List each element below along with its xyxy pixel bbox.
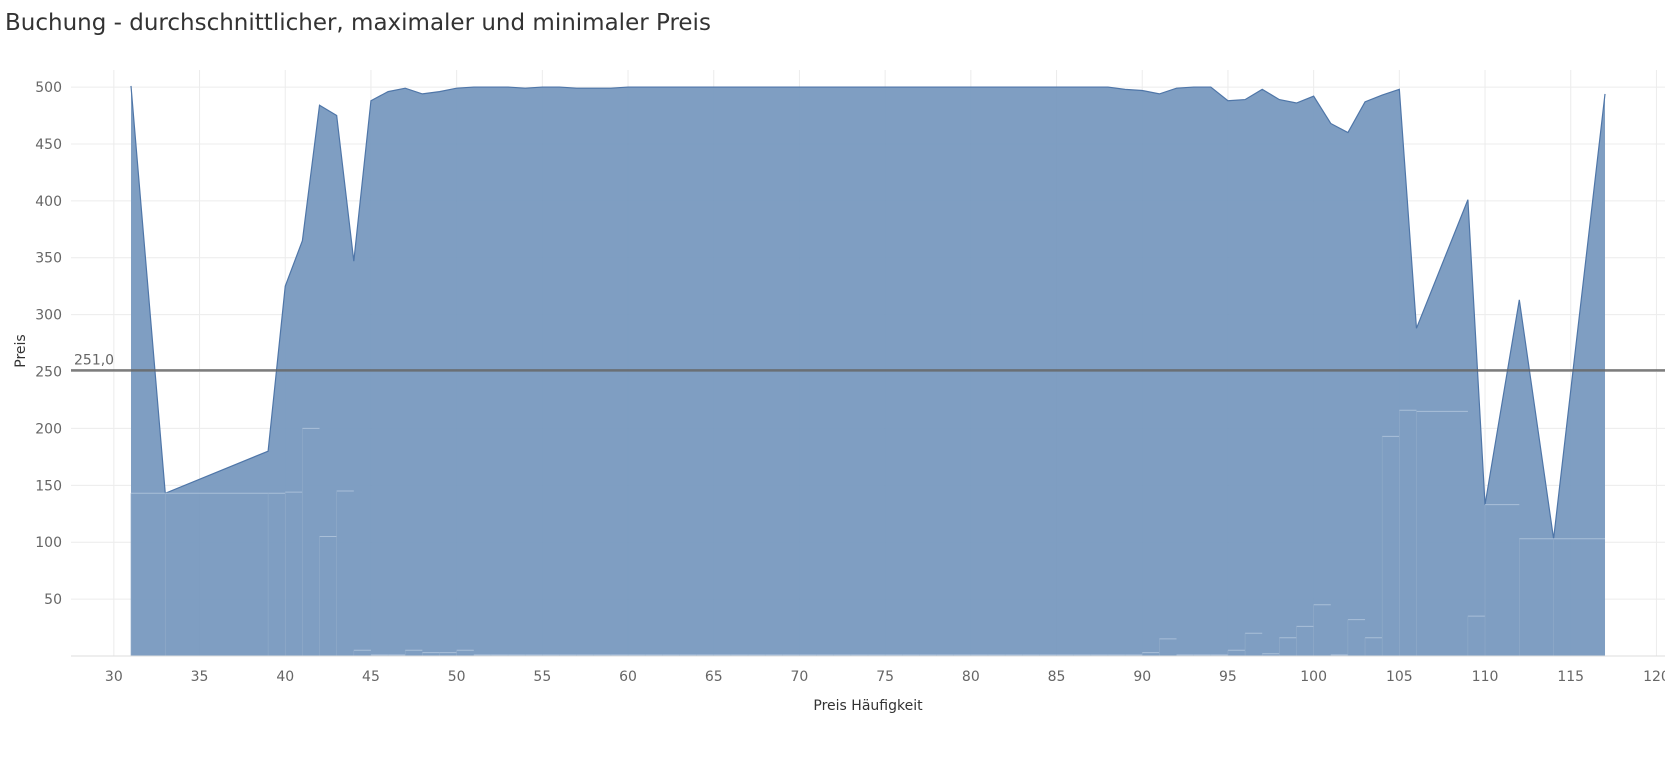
x-tick-label: 105 [1386,669,1413,685]
x-tick-label: 100 [1300,669,1327,685]
y-tick-label: 350 [35,251,62,267]
x-tick-label: 60 [619,669,637,685]
reference-line-label: 251,0 [74,352,114,368]
y-tick-label: 100 [35,535,62,551]
x-tick-label: 65 [705,669,723,685]
y-axis-title: Preis [13,334,29,367]
x-tick-label: 120 [1643,669,1665,685]
x-tick-label: 35 [191,669,209,685]
x-tick-label: 80 [962,669,980,685]
x-tick-label: 50 [448,669,466,685]
x-tick-label: 30 [105,669,123,685]
x-axis-title: Preis Häufigkeit [813,698,923,714]
x-tick-label: 40 [276,669,294,685]
x-tick-label: 85 [1048,669,1066,685]
x-tick-label: 55 [533,669,551,685]
y-tick-label: 300 [35,308,62,324]
y-tick-label: 450 [35,137,62,153]
x-tick-label: 70 [791,669,809,685]
y-tick-label: 500 [35,80,62,96]
x-tick-label: 115 [1557,669,1584,685]
max-line [130,85,1606,539]
y-tick-label: 200 [35,421,62,437]
x-tick-label: 110 [1472,669,1499,685]
x-tick-label: 45 [362,669,380,685]
x-tick-label: 75 [876,669,894,685]
y-tick-label: 400 [35,194,62,210]
x-tick-label: 95 [1219,669,1237,685]
y-tick-label: 150 [35,478,62,494]
chart-title: Buchung - durchschnittlicher, maximaler … [5,10,711,36]
x-tick-label: 90 [1133,669,1151,685]
y-tick-label: 250 [35,365,62,381]
y-tick-label: 50 [44,592,62,608]
